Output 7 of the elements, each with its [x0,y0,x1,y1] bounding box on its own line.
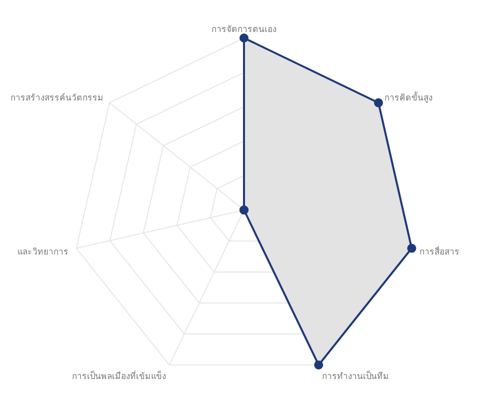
spoke-label: และวิทยาการ [18,248,69,258]
spoke-label: การสื่อสาร [419,246,460,258]
spoke-label: การจัดการตนเอง [212,25,276,35]
spoke-label: การสร้างสรรค์นวัตกรรม [10,92,104,104]
spoke-label: การทำงานเป็นทีม [322,370,390,382]
spoke-label: การเป็นพลเมืองที่เข้มแข็ง [72,370,166,382]
spoke-label: การคิดขั้นสูง [384,92,433,104]
